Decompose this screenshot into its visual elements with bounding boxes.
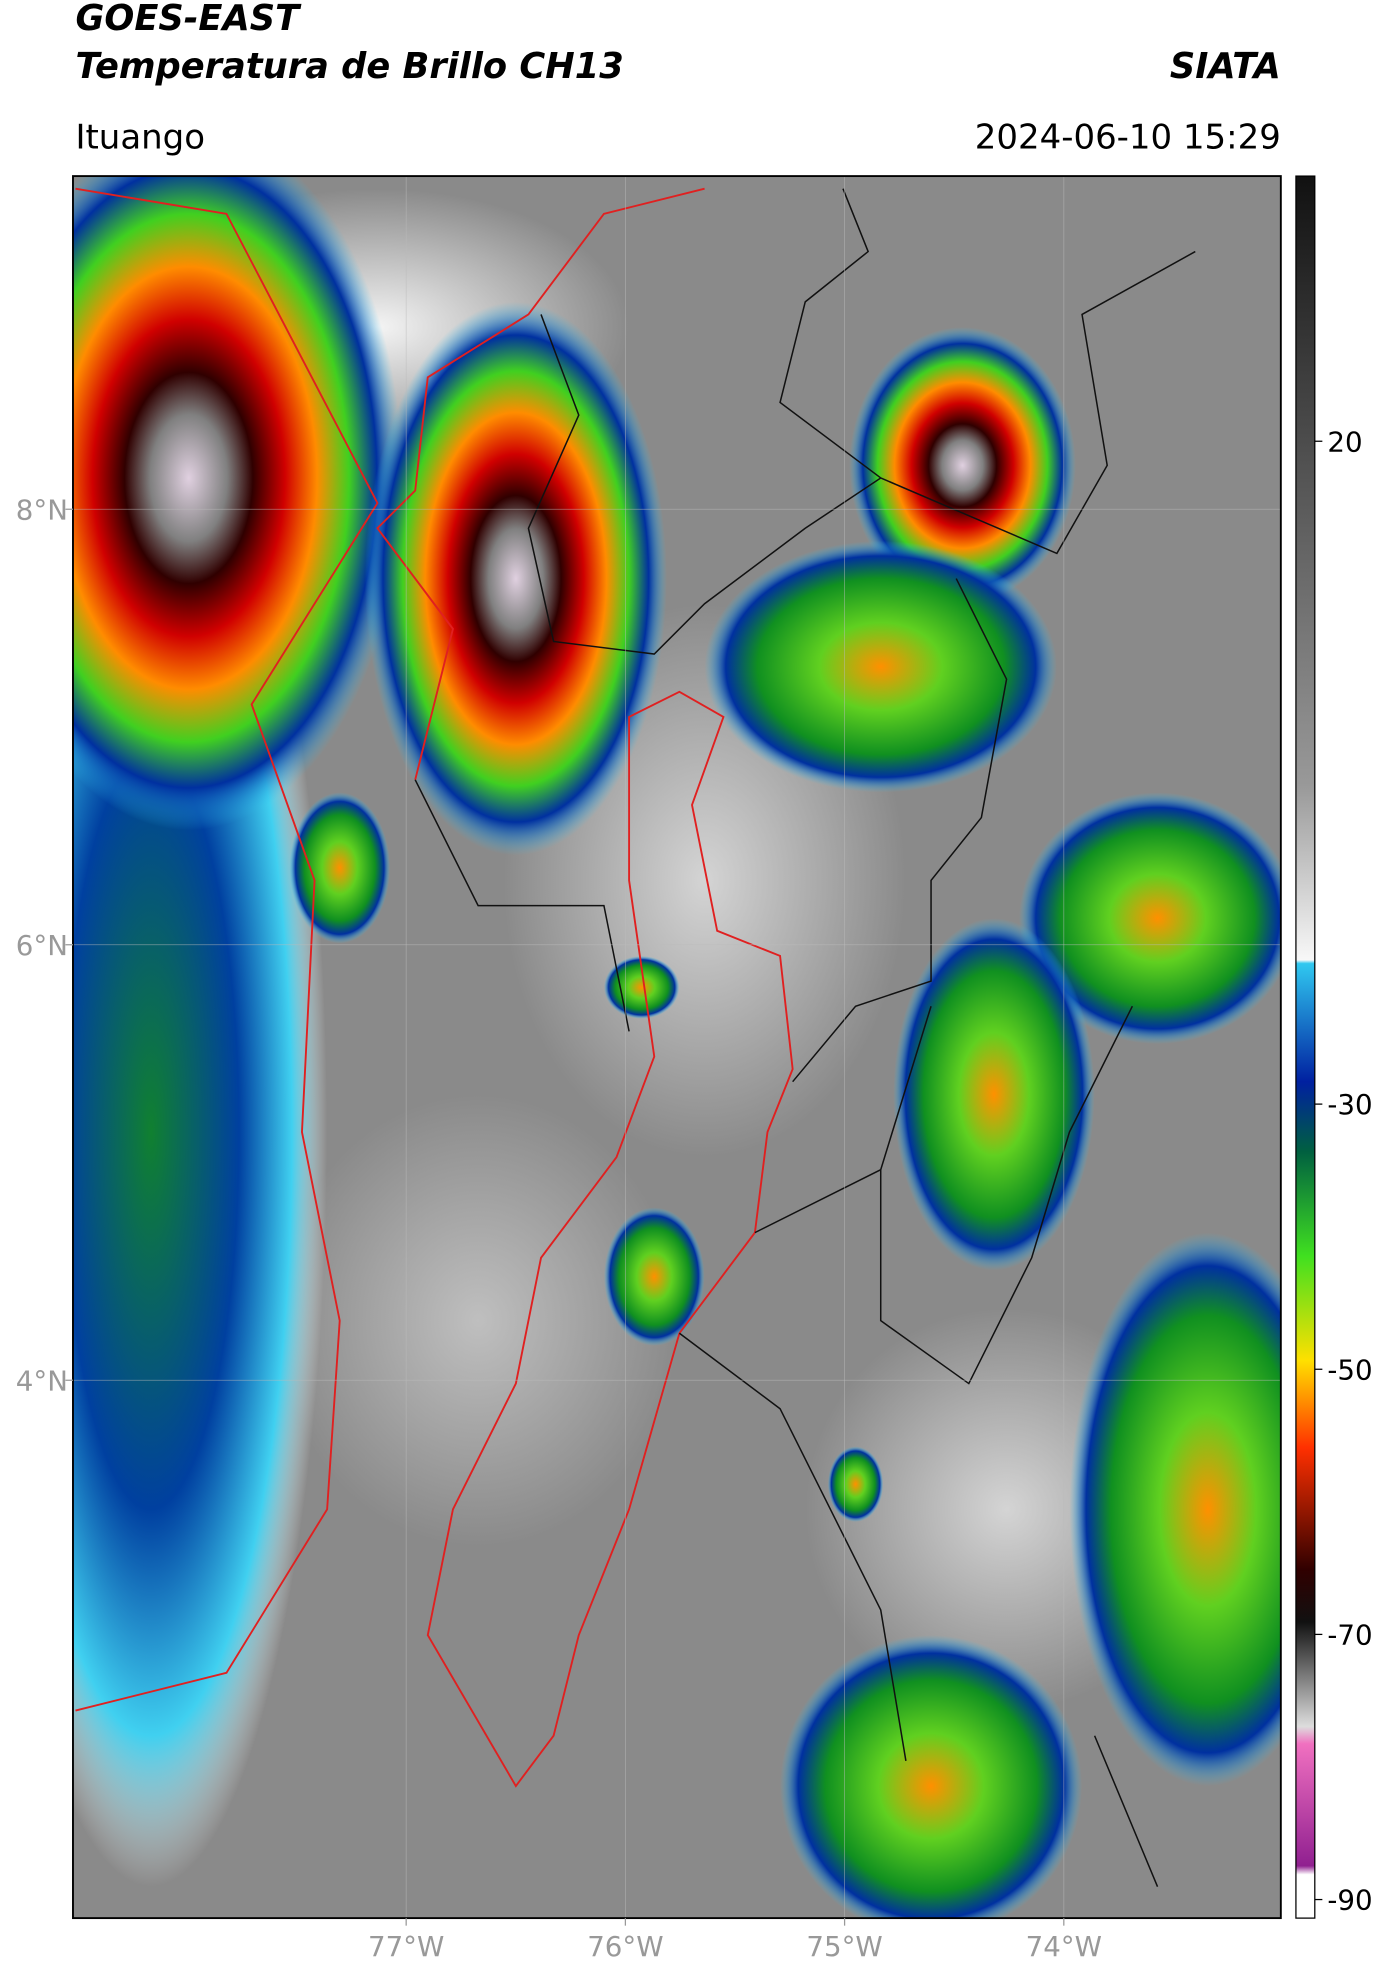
colorbar-label: -50	[1327, 1353, 1372, 1386]
lat-label: 6°N	[16, 929, 68, 962]
location: Ituango	[75, 117, 205, 157]
lon-label: 77°W	[368, 1930, 444, 1963]
map	[72, 176, 1281, 1919]
colorbar-label: -70	[1327, 1618, 1372, 1651]
lat-label: 4°N	[16, 1364, 68, 1397]
colorbar-label: -30	[1327, 1088, 1372, 1121]
lon-label: 75°W	[806, 1930, 882, 1963]
lon-label: 74°W	[1026, 1930, 1102, 1963]
map-frame	[72, 175, 1282, 1920]
lat-label: 8°N	[16, 493, 68, 526]
lon-label: 76°W	[587, 1930, 663, 1963]
title: GOES-EAST	[75, 0, 302, 39]
timestamp: 2024-06-10 15:29	[975, 117, 1281, 157]
colorbar-label: 20	[1327, 425, 1362, 458]
org: SIATA	[1170, 46, 1281, 87]
subtitle: Temperatura de Brillo CH13	[75, 46, 623, 87]
colorbar-label: -90	[1327, 1884, 1372, 1917]
graticule	[72, 176, 1281, 1919]
colorbar	[1295, 175, 1316, 1919]
